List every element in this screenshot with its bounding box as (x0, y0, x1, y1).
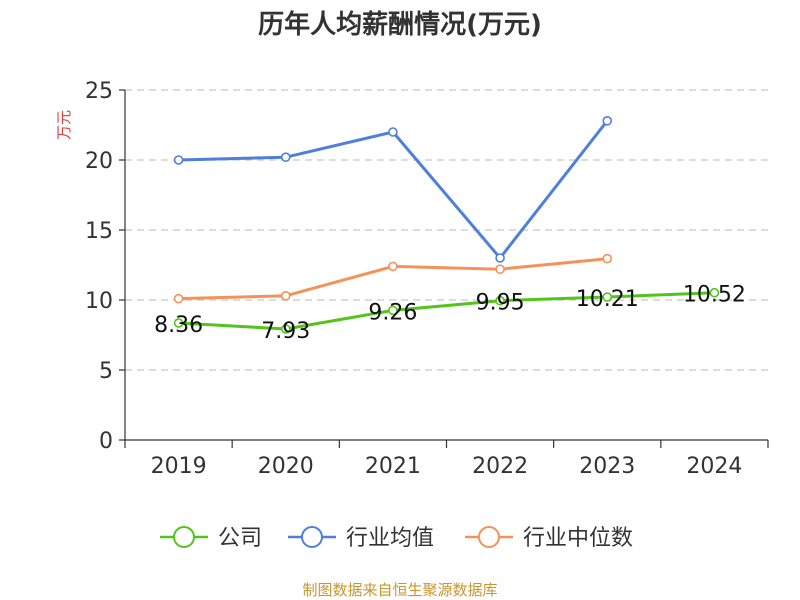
data-point (495, 264, 505, 275)
data-label: 9.26 (368, 300, 417, 325)
y-tick-label: 20 (85, 149, 113, 174)
chart-title: 历年人均薪酬情况(万元) (258, 9, 542, 40)
y-axis-label: 万元 (55, 110, 73, 140)
legend-marker (301, 526, 323, 548)
data-point (388, 261, 398, 272)
data-point (602, 116, 613, 126)
data-point (173, 293, 184, 304)
legend-label: 公司 (218, 526, 262, 551)
grid-lines (125, 89, 768, 371)
legend-label: 行业中位数 (523, 526, 633, 551)
data-label: 10.21 (576, 287, 639, 312)
data-label: 7.93 (261, 319, 310, 344)
data-point (173, 155, 184, 165)
series-layer (173, 116, 720, 334)
x-tick-label: 2020 (258, 454, 314, 479)
series-line (178, 119, 609, 260)
data-labels: 8.36 7.93 9.26 9.95 10.21 10.52 (154, 283, 746, 344)
legend-marker (173, 526, 195, 548)
y-tick-label: 0 (99, 429, 113, 454)
y-tick-label: 25 (85, 79, 113, 104)
data-point (495, 253, 505, 263)
x-tick-label: 2023 (579, 454, 635, 479)
y-tick-label: 15 (85, 219, 113, 244)
legend-label: 行业均值 (346, 526, 434, 551)
data-point (495, 295, 505, 306)
data-point (173, 318, 184, 328)
legend-marker (478, 526, 500, 548)
data-point (388, 127, 398, 137)
data-point (709, 287, 720, 298)
data-point (602, 292, 613, 302)
y-tick-label: 5 (99, 359, 113, 384)
series-line (178, 291, 715, 331)
data-label: 9.95 (476, 291, 525, 316)
legend: 公司 行业均值 行业中位数 (160, 526, 633, 551)
data-label: 8.36 (154, 313, 203, 338)
data-point (280, 324, 291, 334)
data-point (280, 152, 291, 162)
source-note: 制图数据来自恒生聚源数据库 (302, 581, 497, 599)
y-tick-label: 10 (85, 289, 113, 314)
x-tick-label: 2024 (686, 454, 742, 479)
x-tick-label: 2021 (365, 454, 421, 479)
x-tick-label: 2022 (472, 454, 528, 479)
axes: 0 5 10 15 20 25 2019 2020 2021 2022 2023 2024 (85, 79, 769, 479)
data-point (602, 253, 613, 264)
data-point (388, 305, 398, 316)
data-point (280, 290, 291, 301)
x-tick-label: 2019 (151, 454, 207, 479)
data-label: 10.52 (683, 283, 746, 308)
